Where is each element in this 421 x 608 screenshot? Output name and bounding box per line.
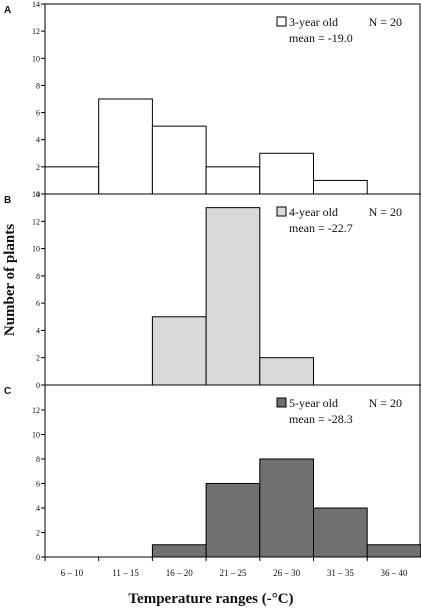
- histogram-bar: [151, 316, 207, 386]
- panel-letter: A: [4, 5, 11, 16]
- legend-label: 4-year old: [289, 205, 338, 219]
- x-category-label: 26 – 30: [273, 568, 301, 578]
- y-tick-label: 14: [32, 190, 40, 199]
- category-labels: 6 – 10 11 – 15 16 – 20 21 – 25 26 – 30 31 – 3…: [44, 557, 409, 578]
- histogram-bar: [151, 125, 207, 195]
- histogram-bar: [44, 166, 100, 195]
- panel-letter: B: [4, 195, 11, 206]
- y-tick-label: 2: [36, 163, 40, 172]
- panel-b: B 0 2 4 6 8 10 12 14 4-year old N = 20 mean = -22.7: [4, 190, 421, 390]
- legend-n: N = 20: [369, 205, 402, 219]
- y-tick-label: 4: [36, 326, 40, 335]
- histogram-bar: [313, 507, 368, 558]
- x-category-label: 31 – 35: [327, 568, 355, 578]
- y-tick-label: 0: [36, 553, 40, 562]
- y-axis-title: Number of plants: [2, 224, 18, 336]
- y-tick-label: 12: [32, 217, 40, 226]
- panels-group: A 0 2 4 6 8 10 12 14 3-year old N = 20 mean = -19.0…: [4, 0, 421, 562]
- x-axis-title: Temperature ranges (-°C): [128, 591, 293, 607]
- y-tick-label: 0: [36, 381, 40, 390]
- x-category-label: 36 – 40: [381, 568, 409, 578]
- legend-swatch: [276, 397, 287, 408]
- y-tick-label: 4: [36, 136, 40, 145]
- panel-a: A 0 2 4 6 8 10 12 14 3-year old N = 20 mean = -19.0: [4, 0, 421, 199]
- x-category-label: 21 – 25: [219, 568, 247, 578]
- panel-c: C 0 2 4 6 8 10 12 5-year old N = 20 mean = -28.3: [4, 384, 421, 562]
- x-category-label: 6 – 10: [61, 568, 84, 578]
- panel-letter: C: [4, 386, 11, 397]
- legend-mean: mean = -19.0: [289, 31, 353, 45]
- y-tick-label: 12: [32, 406, 40, 415]
- y-tick-label: 12: [32, 27, 40, 36]
- y-tick-label: 10: [32, 54, 40, 63]
- y-tick-label: 2: [36, 529, 40, 538]
- histogram-bar: [366, 544, 421, 558]
- y-tick-label: 10: [32, 431, 40, 440]
- histogram-bar: [205, 207, 261, 386]
- y-tick-label: 6: [36, 109, 40, 118]
- y-tick-label: 0: [36, 190, 40, 199]
- y-tick-label: 8: [36, 272, 40, 281]
- legend-label: 5-year old: [289, 396, 338, 410]
- y-tick-label: 8: [36, 455, 40, 464]
- x-category-label: 11 – 15: [112, 568, 139, 578]
- y-tick-label: 10: [32, 245, 40, 254]
- legend-swatch: [276, 16, 287, 27]
- histogram-bar: [205, 483, 261, 558]
- legend-swatch: [276, 206, 287, 217]
- legend-n: N = 20: [369, 396, 402, 410]
- histogram-bar: [313, 179, 368, 195]
- histogram-bar: [205, 166, 261, 195]
- y-tick-label: 14: [32, 0, 40, 9]
- legend-n: N = 20: [369, 15, 402, 29]
- histogram-bar: [151, 544, 207, 558]
- histogram-bar: [259, 357, 314, 386]
- x-category-label: 16 – 20: [166, 568, 194, 578]
- legend-label: 3-year old: [289, 15, 338, 29]
- legend-mean: mean = -22.7: [289, 221, 353, 235]
- y-tick-label: 6: [36, 299, 40, 308]
- histogram-bar: [259, 458, 314, 558]
- y-tick-label: 2: [36, 354, 40, 363]
- histogram-bar: [98, 98, 153, 195]
- y-tick-label: 6: [36, 480, 40, 489]
- legend-mean: mean = -28.3: [289, 412, 353, 426]
- histogram-bar: [259, 152, 314, 195]
- y-tick-label: 8: [36, 81, 40, 90]
- y-tick-label: 4: [36, 504, 40, 513]
